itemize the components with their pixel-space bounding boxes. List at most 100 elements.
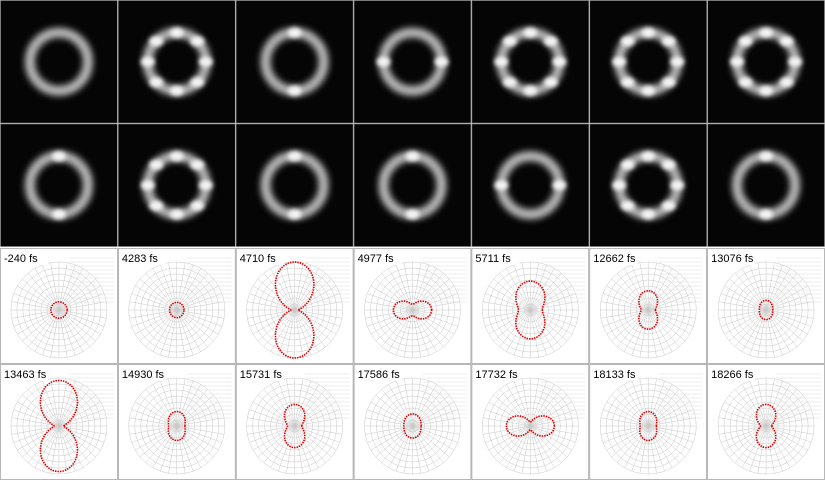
ring-spot <box>52 209 66 219</box>
ring-image <box>354 124 471 247</box>
image-background <box>472 1 589 124</box>
ring-spot <box>190 160 204 170</box>
ring-spot <box>670 180 684 190</box>
ring-spot <box>141 57 155 67</box>
ring-spot <box>788 57 802 67</box>
image-background <box>236 1 353 124</box>
ring-image <box>118 1 235 124</box>
ring-image <box>708 124 825 247</box>
ring-spot <box>544 36 558 46</box>
ring-spot <box>552 57 566 67</box>
polar-plot: 18266 fs <box>708 365 825 480</box>
image-background <box>590 124 707 247</box>
ring-image <box>118 124 235 247</box>
ring-image <box>1 1 118 124</box>
ring-spot <box>641 209 655 219</box>
ring-spot <box>612 180 626 190</box>
time-label: 4710 fs <box>240 253 277 265</box>
ring-spot <box>190 36 204 46</box>
ring-spot <box>662 77 676 87</box>
ring-image <box>590 124 707 247</box>
ring-image <box>236 124 353 247</box>
ring-spot <box>759 28 773 38</box>
image-background <box>590 1 707 124</box>
ring-spot <box>739 36 753 46</box>
ring-spot <box>435 57 449 67</box>
ring-spot <box>406 151 420 161</box>
ring-spot <box>759 209 773 219</box>
image-background <box>472 124 589 247</box>
ring-spot <box>621 77 635 87</box>
polar-plot: 4977 fs <box>354 249 471 364</box>
image-background <box>118 1 235 124</box>
polar-plot: 12662 fs <box>590 249 707 364</box>
ring-spot <box>641 28 655 38</box>
ring-spot <box>662 201 676 211</box>
time-label: 17732 fs <box>475 369 518 381</box>
ring-spot <box>288 151 302 161</box>
image-background <box>236 124 353 247</box>
image-background <box>354 1 471 124</box>
time-label: 13463 fs <box>4 369 47 381</box>
image-background <box>1 124 118 247</box>
ring-spot <box>780 77 794 87</box>
time-label: 4977 fs <box>358 253 395 265</box>
time-label: 12662 fs <box>593 253 636 265</box>
ring-spot <box>612 57 626 67</box>
ring-spot <box>149 201 163 211</box>
ring-spot <box>141 180 155 190</box>
time-label: 4283 fs <box>122 253 159 265</box>
time-label: 17586 fs <box>358 369 401 381</box>
time-label: 5711 fs <box>475 253 511 265</box>
ring-spot <box>190 201 204 211</box>
ring-spot <box>544 77 558 87</box>
polar-plot: 13463 fs <box>1 365 118 480</box>
ring-spot <box>621 201 635 211</box>
figure: -240 fs 4283 fs 4710 fs 4977 fs 5711 fs 12662… <box>0 0 825 480</box>
polar-plot: 15731 fs <box>236 365 353 480</box>
ring-spot <box>494 57 508 67</box>
ring-spot <box>52 151 66 161</box>
ring-spot <box>494 180 508 190</box>
image-background <box>708 1 825 124</box>
ring-image <box>1 124 118 247</box>
time-label: 13076 fs <box>711 253 754 265</box>
ring-spot <box>288 86 302 96</box>
ring-spot <box>523 28 537 38</box>
ring-spot <box>759 86 773 96</box>
ring-spot <box>170 209 184 219</box>
image-background <box>354 124 471 247</box>
ring-spot <box>199 180 213 190</box>
polar-plot: 17732 fs <box>472 365 589 480</box>
ring-image <box>472 124 589 247</box>
ring-spot <box>780 36 794 46</box>
ring-spot <box>552 180 566 190</box>
ring-spot <box>739 77 753 87</box>
polar-plot: 13076 fs <box>708 249 825 364</box>
ring-spot <box>149 160 163 170</box>
polar-plot: 18133 fs <box>590 365 707 480</box>
ring-spot <box>503 77 517 87</box>
polar-plot: 5711 fs <box>472 249 589 364</box>
ring-image <box>708 1 825 124</box>
ring-spot <box>759 151 773 161</box>
ring-spot <box>170 151 184 161</box>
polar-plot: 4283 fs <box>118 249 235 364</box>
ring-spot <box>730 57 744 67</box>
polar-plot: 17586 fs <box>354 365 471 480</box>
ring-image <box>236 1 353 124</box>
time-label: 18133 fs <box>593 369 636 381</box>
ring-spot <box>503 36 517 46</box>
ring-spot <box>523 86 537 96</box>
polar-plot: 4710 fs <box>236 249 353 364</box>
ring-spot <box>621 36 635 46</box>
time-label: 18266 fs <box>711 369 754 381</box>
polar-plot: -240 fs <box>1 249 118 364</box>
image-background <box>708 124 825 247</box>
ring-spot <box>377 57 391 67</box>
ring-spot <box>662 36 676 46</box>
time-label: -240 fs <box>4 253 38 265</box>
ring-image <box>590 1 707 124</box>
ring-spot <box>641 151 655 161</box>
ring-spot <box>662 160 676 170</box>
